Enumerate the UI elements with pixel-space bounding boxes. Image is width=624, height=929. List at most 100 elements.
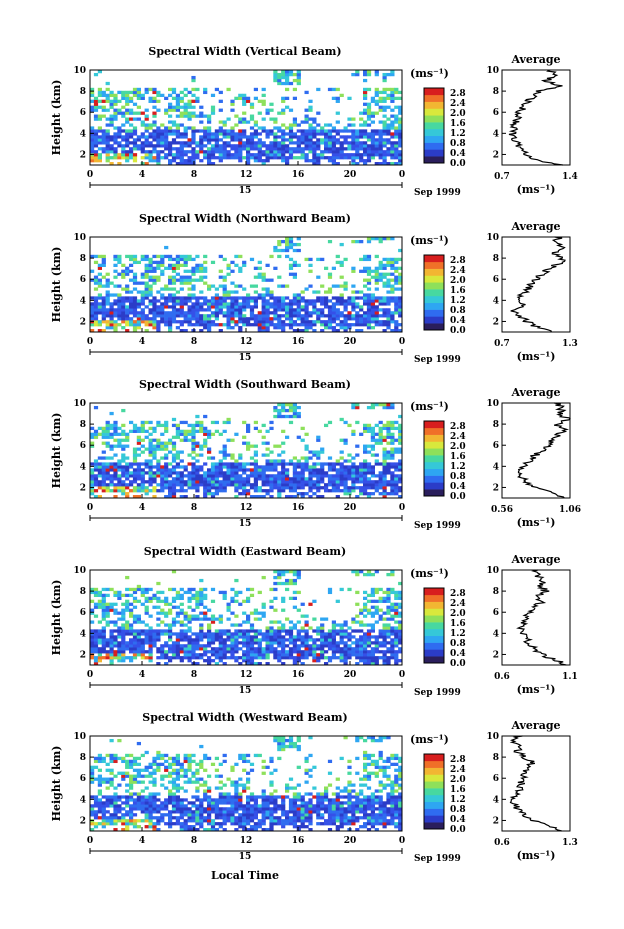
heatmap-cell [339, 141, 344, 145]
heatmap-cell [179, 135, 184, 139]
heatmap-cell [168, 105, 173, 109]
colorbar-segment [424, 475, 444, 483]
heatmap-cell [164, 596, 169, 600]
heatmap-cell [288, 632, 294, 636]
heatmap-cell [203, 474, 208, 478]
heatmap-cell [179, 302, 184, 306]
heatmap-cell [234, 480, 239, 484]
heatmap-cell [355, 314, 360, 318]
heatmap-cell [90, 480, 95, 484]
heatmap-cell [261, 489, 266, 493]
heatmap-cell [390, 432, 395, 436]
heatmap-cell [183, 438, 188, 442]
heatmap-cell [199, 653, 204, 657]
heatmap-cell [207, 150, 212, 154]
heatmap-cell [382, 644, 387, 648]
heatmap-cell [398, 423, 403, 428]
colorbar-tick-label: 0.0 [450, 326, 466, 336]
heatmap-cell [382, 323, 387, 327]
heatmap-cell [222, 596, 227, 600]
heatmap-cell [101, 804, 106, 808]
heatmap-cell [253, 96, 258, 100]
heatmap-cell [148, 269, 153, 273]
heatmap-cell [101, 254, 106, 259]
heatmap-cell [132, 474, 138, 478]
heatmap-cell [327, 323, 333, 327]
heatmap-cell [210, 659, 216, 663]
heatmap-cell [203, 438, 208, 442]
heatmap-cell [292, 596, 297, 600]
heatmap-cell [101, 456, 106, 460]
heatmap-cell [125, 305, 130, 309]
heatmap-cell [156, 308, 161, 312]
heatmap-cell [226, 638, 231, 642]
heatmap-cell [121, 90, 126, 95]
heatmap-cell [191, 480, 196, 484]
heatmap-cell [261, 441, 266, 445]
heatmap-cell [281, 81, 286, 86]
heatmap-cell [90, 305, 95, 309]
heatmap-cell [183, 162, 188, 166]
heatmap-cell [327, 659, 333, 663]
heatmap-cell [121, 93, 126, 98]
heatmap-cell [129, 290, 134, 294]
heatmap-cell [93, 72, 99, 77]
heatmap-cell [331, 129, 336, 133]
heatmap-cell [187, 111, 192, 115]
heatmap-cell [281, 129, 286, 133]
heatmap-cell [156, 635, 161, 639]
heatmap-cell [370, 593, 375, 598]
heatmap-cell [281, 314, 286, 318]
heatmap-cell [366, 450, 372, 454]
heatmap-cell [234, 263, 239, 267]
heatmap-cell [343, 138, 348, 142]
heatmap-cell [222, 314, 227, 318]
heatmap-cell [288, 156, 294, 160]
heatmap-cell [366, 123, 372, 127]
heatmap-cell [187, 650, 192, 654]
heatmap-cell [339, 129, 344, 133]
heatmap-cell [374, 459, 379, 463]
heatmap-cell [113, 141, 118, 145]
heatmap-cell [374, 647, 379, 651]
heatmap-cell [394, 296, 399, 300]
heatmap-cell [207, 486, 212, 490]
heatmap-cell [366, 653, 372, 657]
heatmap-cell [257, 317, 262, 321]
heatmap-cell [366, 593, 372, 598]
heatmap-cell [93, 405, 99, 410]
heatmap-cell [370, 405, 375, 410]
heatmap-cell [386, 311, 391, 315]
heatmap-cell [187, 647, 192, 651]
heatmap-cell [320, 257, 325, 262]
heatmap-cell [269, 108, 274, 112]
heatmap-cell [261, 153, 266, 157]
heatmap-cell [281, 429, 286, 433]
heatmap-cell [230, 623, 235, 627]
heatmap-cell [347, 141, 352, 145]
heatmap-cell [265, 326, 270, 330]
heatmap-cell [90, 269, 95, 273]
heatmap-cell [253, 489, 258, 493]
heatmap-cell [238, 590, 243, 595]
heatmap-cell [363, 462, 368, 466]
heatmap-cell [366, 287, 372, 291]
heatmap-cell [390, 403, 395, 407]
heatmap-cell [320, 308, 325, 312]
heatmap-cell [253, 483, 258, 487]
heatmap-cell [109, 659, 114, 663]
heatmap-cell [238, 269, 243, 273]
heatmap-cell [273, 299, 278, 303]
heatmap-cell [195, 153, 200, 157]
heatmap-cell [253, 159, 258, 163]
heatmap-cell [281, 141, 286, 145]
heatmap-cell [308, 326, 313, 330]
heatmap-cell [308, 126, 313, 130]
heatmap-cell [335, 632, 340, 636]
heatmap-cell [234, 638, 239, 642]
heatmap-cell [105, 290, 110, 294]
heatmap-cell [265, 662, 270, 666]
heatmap-cell [304, 641, 309, 645]
colorbar-segment [424, 455, 444, 463]
heatmap-cell [382, 635, 387, 639]
